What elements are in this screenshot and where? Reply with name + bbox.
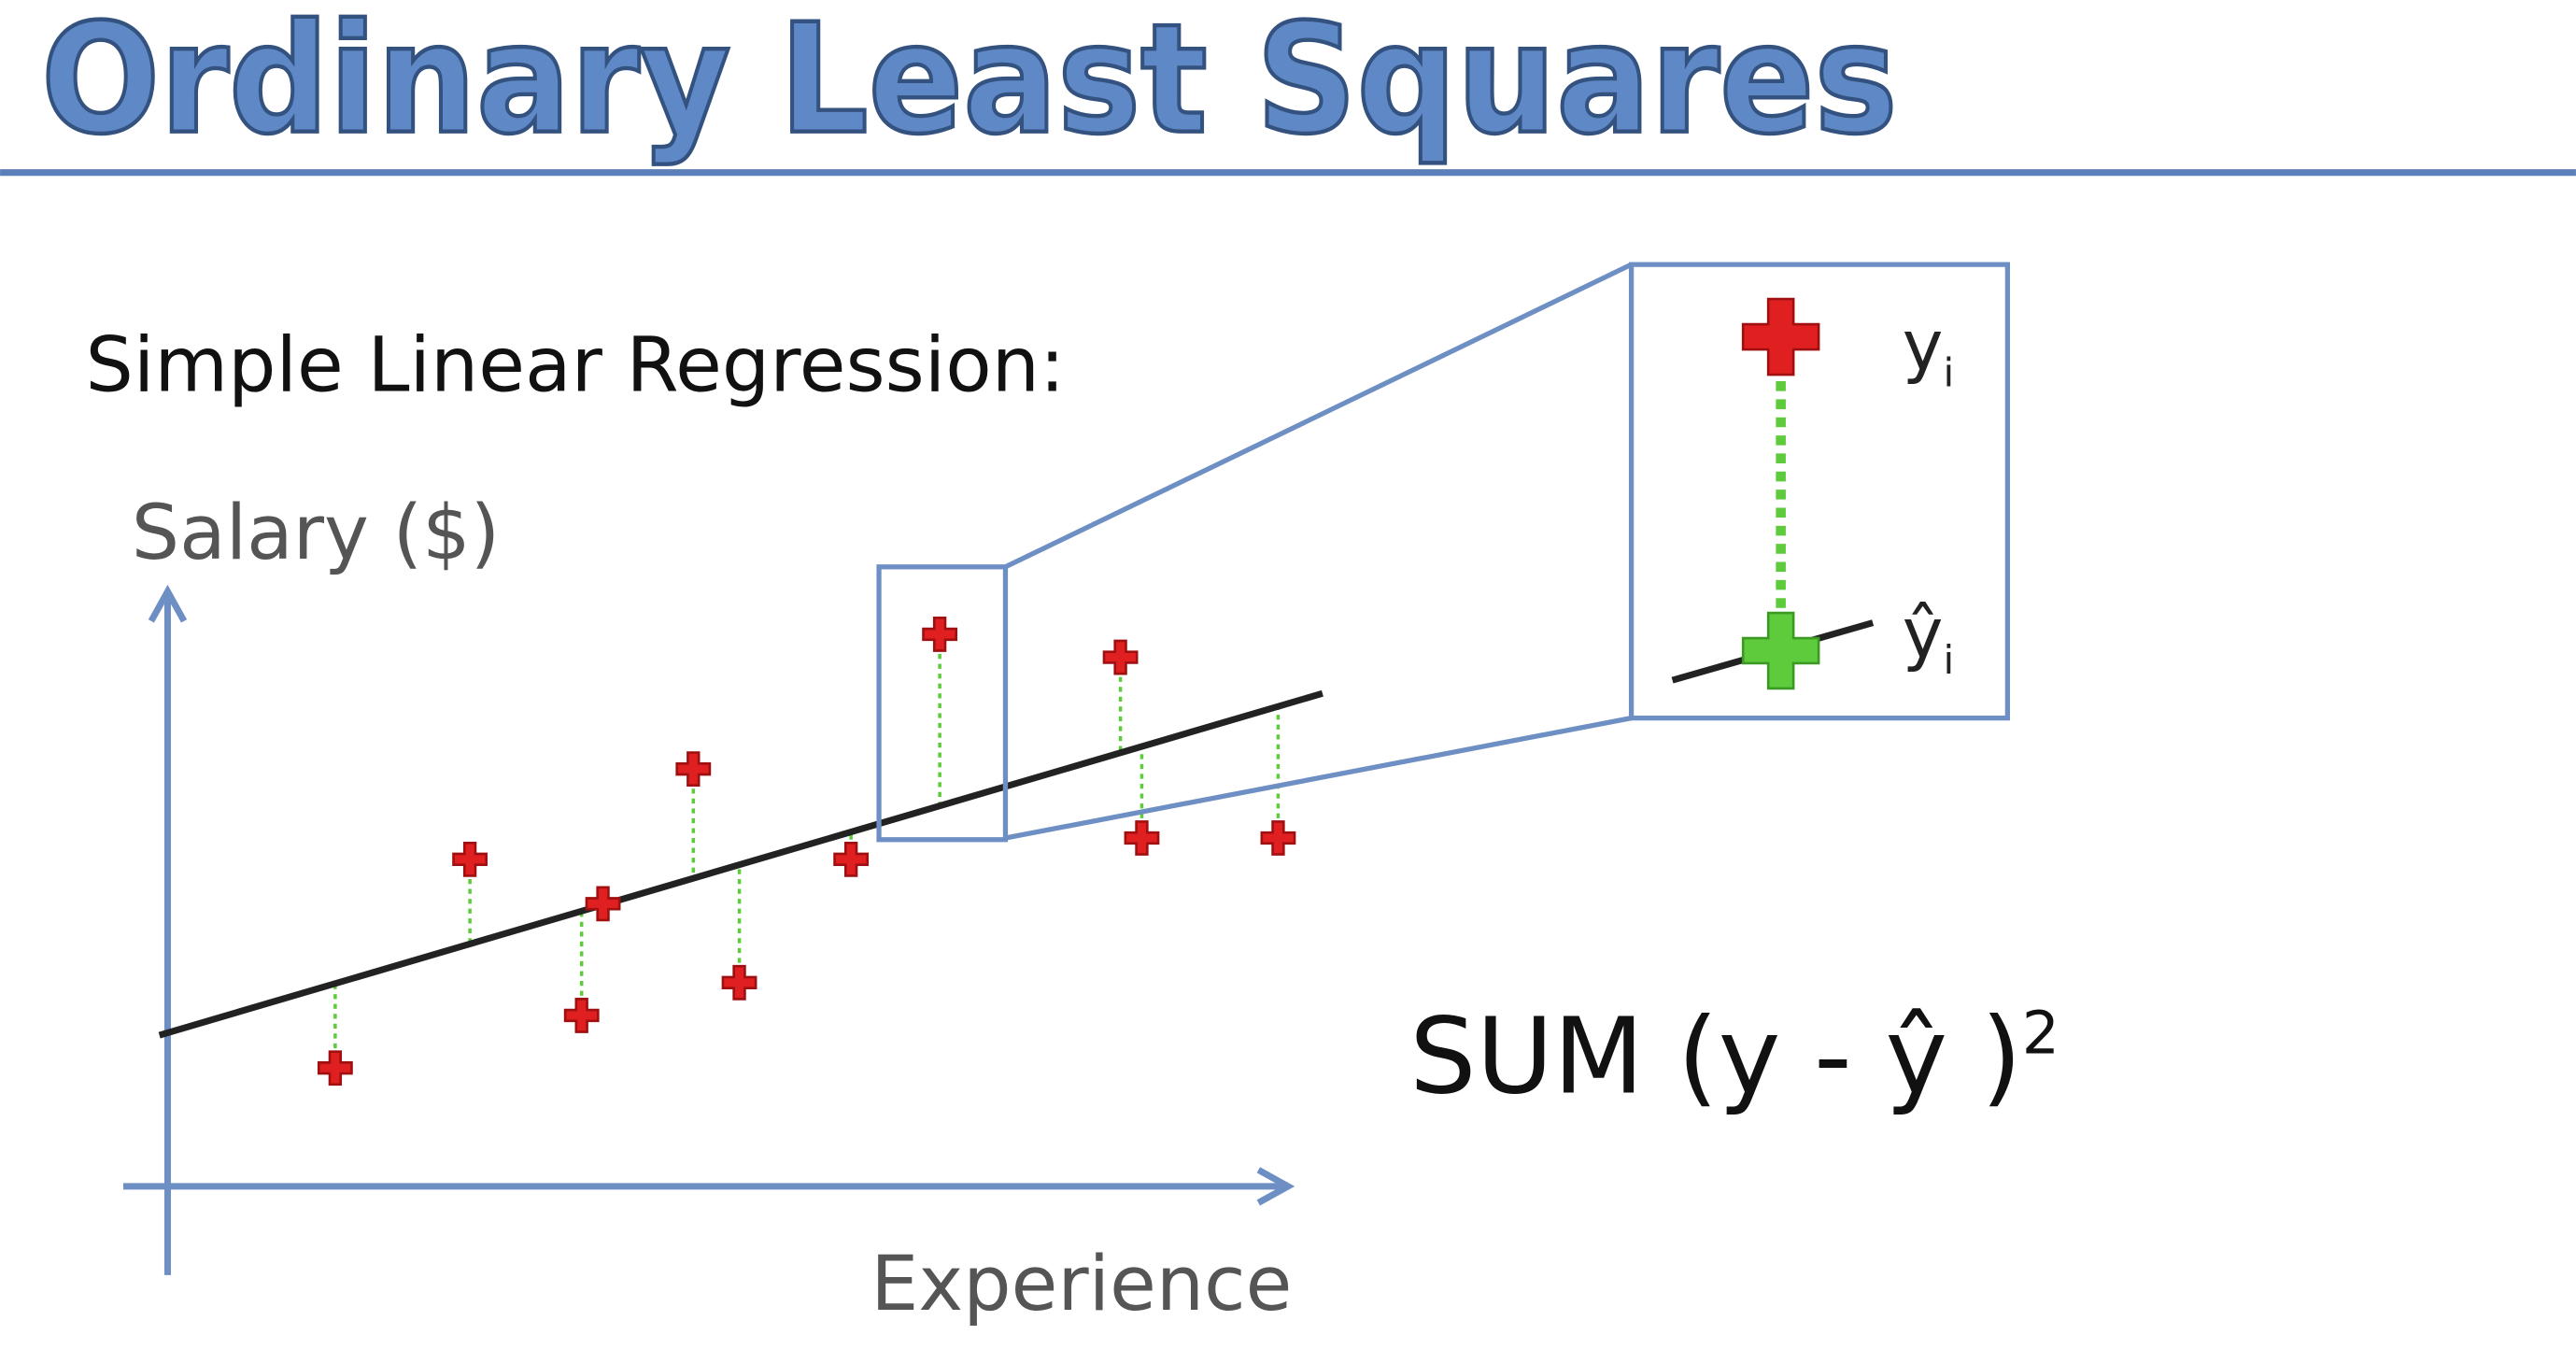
subtitle: Simple Linear Regression: — [86, 322, 1066, 410]
cross-marker — [675, 751, 712, 788]
cross-marker — [1102, 639, 1139, 675]
slide-title: Ordinary Least Squares — [41, 0, 1897, 168]
y-axis-label: Salary ($) — [132, 490, 500, 577]
cross-marker — [1741, 297, 1820, 376]
focus-box — [876, 564, 1009, 843]
connector — [1004, 262, 1633, 570]
actual-sub: i — [1944, 349, 1955, 395]
cross-marker — [1124, 820, 1160, 856]
predicted-base: ŷ — [1903, 594, 1944, 674]
y-arrow — [148, 584, 188, 623]
cross-marker — [922, 617, 958, 652]
x-arrow — [1256, 1167, 1295, 1206]
cross-marker — [1260, 820, 1296, 856]
predicted-label: ŷi — [1903, 594, 1954, 684]
x-axis-label: Experience — [870, 1241, 1292, 1328]
axes — [122, 584, 1295, 1275]
regression-line — [158, 689, 1323, 1039]
cross-marker — [721, 964, 757, 1001]
cross-marker — [1741, 611, 1820, 690]
predicted-sub: i — [1944, 637, 1955, 683]
points — [317, 617, 1296, 1086]
actual-base: y — [1903, 306, 1944, 387]
actual-label: yi — [1903, 306, 1954, 396]
zoom-points — [1741, 297, 1820, 690]
formula-body: SUM (y - ŷ ) — [1409, 996, 2022, 1118]
formula: SUM (y - ŷ )2 — [1409, 996, 2059, 1118]
cross-marker — [833, 841, 870, 877]
cross-marker — [585, 886, 621, 922]
formula-exponent: 2 — [2022, 998, 2059, 1067]
cross-marker — [452, 841, 488, 877]
cross-marker — [563, 998, 600, 1033]
cross-marker — [317, 1050, 353, 1086]
connector — [1004, 716, 1633, 841]
zoom-frame — [876, 262, 2011, 843]
zoom-box — [1628, 262, 2011, 721]
